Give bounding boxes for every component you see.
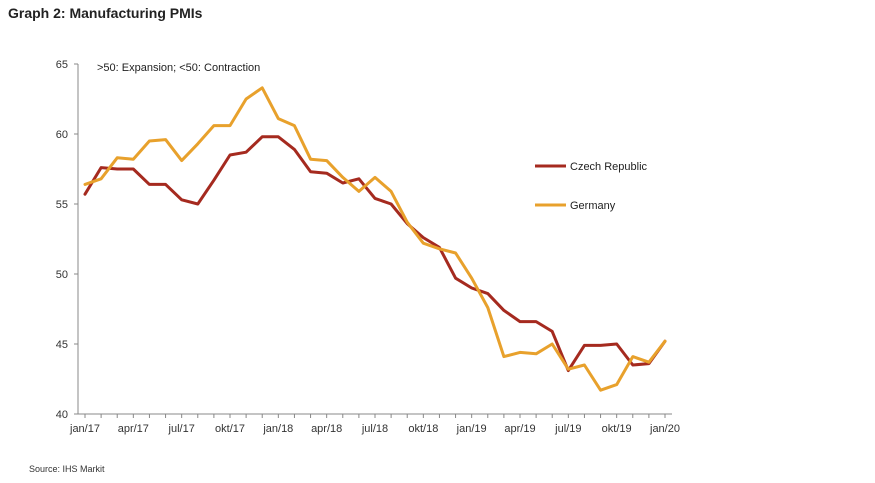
annotation-text: >50: Expansion; <50: Contraction (97, 62, 260, 74)
x-tick-label: jul/18 (361, 423, 388, 435)
y-tick-label: 50 (56, 269, 68, 281)
x-tick-label: apr/17 (118, 423, 149, 435)
x-tick-label: jul/17 (168, 423, 195, 435)
y-tick-label: 65 (56, 59, 68, 71)
pmi-line-chart: 40 45 50 55 60 65 jan/17 apr/17 jul/17 okt/17 jan/… (56, 59, 680, 435)
x-tick-label: jul/19 (554, 423, 581, 435)
x-tick-label: jan/19 (456, 423, 487, 435)
legend: Czech Republic Germany (535, 161, 648, 212)
x-tick-label: okt/17 (215, 423, 245, 435)
series-line-germany (83, 86, 667, 392)
legend-label-czech-republic: Czech Republic (570, 161, 648, 173)
x-tick-label: apr/19 (504, 423, 535, 435)
x-tick-label: okt/19 (602, 423, 632, 435)
x-tick-label: jan/17 (69, 423, 100, 435)
x-tick-label: okt/18 (408, 423, 438, 435)
legend-label-germany: Germany (570, 200, 616, 212)
y-tick-label: 60 (56, 129, 68, 141)
series-lines (83, 86, 667, 392)
axes: 40 45 50 55 60 65 jan/17 apr/17 jul/17 okt/17 jan/… (56, 59, 680, 435)
source-note: Source: IHS Markit (29, 464, 105, 474)
y-tick-label: 45 (56, 339, 68, 351)
x-tick-label: apr/18 (311, 423, 342, 435)
y-tick-label: 55 (56, 199, 68, 211)
chart-title: Graph 2: Manufacturing PMIs (8, 5, 203, 21)
x-tick-label: jan/18 (262, 423, 293, 435)
x-tick-label: jan/20 (649, 423, 680, 435)
y-tick-label: 40 (56, 409, 68, 421)
